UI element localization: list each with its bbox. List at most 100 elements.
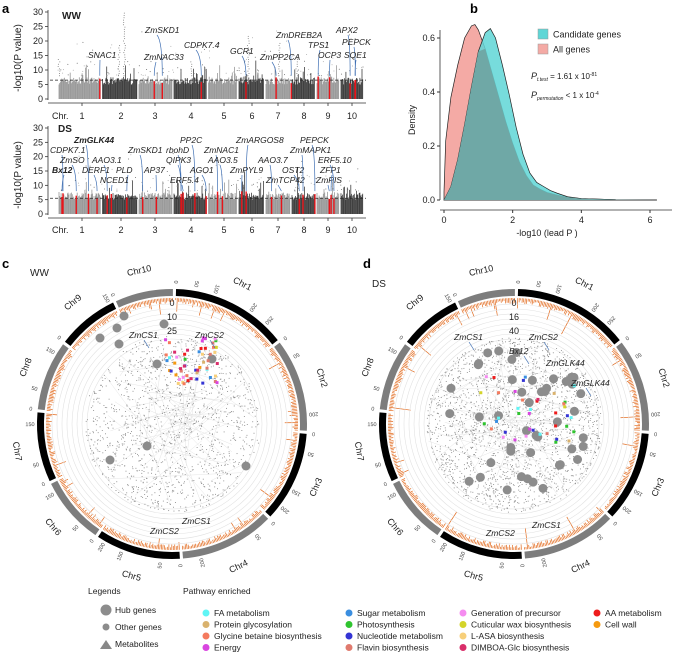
gene-node: [458, 365, 460, 367]
gene-node: [85, 420, 87, 422]
gene-node: [102, 380, 104, 381]
gene-node: [532, 444, 533, 446]
gwas-signal: [393, 386, 399, 389]
gene-node: [235, 461, 236, 463]
pathway-gene-node: [167, 356, 171, 360]
gene-node: [140, 356, 142, 358]
gwas-signal: [442, 320, 446, 325]
gene-node: [497, 499, 499, 501]
gwas-signal: [104, 527, 107, 531]
gene-node: [546, 501, 548, 502]
snp-point: [248, 42, 250, 44]
gwas-signal: [94, 518, 99, 524]
gene-label: Bx12: [52, 165, 73, 175]
gwas-signal: [593, 514, 598, 519]
gwas-signal: [276, 357, 280, 361]
gwas-signal: [566, 534, 569, 538]
gwas-signal: [389, 405, 393, 407]
gwas-signal: [208, 303, 211, 309]
snp-point: [294, 189, 296, 191]
gene-annotation-line: [215, 154, 218, 192]
gene-node: [209, 392, 210, 394]
gene-node: [213, 458, 215, 460]
gene-node: [494, 440, 496, 442]
gwas-signal: [443, 319, 446, 322]
gene-node: [237, 428, 239, 430]
chromosome-label: Chr10: [126, 263, 152, 278]
chromosome-band: [98, 531, 180, 559]
gene-node: [470, 394, 472, 396]
gene-node: [131, 475, 133, 477]
position-tick-label: 200: [541, 557, 549, 567]
gene-node: [208, 488, 210, 490]
gwas-signal: [233, 315, 237, 321]
gene-node: [219, 384, 221, 386]
gwas-signal: [145, 300, 147, 305]
gene-node: [237, 365, 239, 367]
gene-node: [243, 449, 245, 451]
gene-label: CDPK7.1: [50, 145, 86, 155]
gene-node: [93, 421, 95, 422]
gene-node: [506, 441, 508, 443]
gene-node: [220, 496, 222, 497]
gene-node: [545, 369, 547, 371]
gene-node: [193, 392, 194, 394]
hub-gene-node: [207, 354, 217, 364]
snp-point: [191, 63, 193, 65]
gene-node: [191, 469, 193, 471]
pathway-gene-node: [186, 379, 190, 383]
gene-node: [151, 455, 153, 457]
gene-node: [475, 449, 477, 451]
gene-node: [466, 495, 468, 496]
gwas-signal: [86, 331, 90, 336]
gwas-signal: [291, 392, 295, 394]
gene-node: [212, 378, 214, 380]
gene-node: [544, 449, 546, 451]
snp-point: [200, 51, 202, 53]
gene-node: [149, 360, 151, 362]
gene-node: [202, 484, 204, 486]
gene-node: [154, 419, 156, 421]
gene-node: [147, 495, 148, 497]
gene-annotation-line: [93, 174, 98, 192]
snp-point: [137, 72, 139, 74]
gene-label: ZmTCP42: [265, 175, 305, 185]
gene-node: [471, 464, 472, 466]
gene-node: [230, 411, 232, 413]
position-tick-label: 50: [414, 524, 423, 533]
gene-node: [115, 452, 117, 454]
gene-node: [223, 411, 225, 413]
snp-point: [118, 75, 120, 77]
gene-node: [233, 422, 235, 424]
gene-node: [205, 416, 206, 418]
gene-node: [157, 500, 159, 502]
gwas-signal: [469, 539, 471, 542]
network-edge: [172, 412, 201, 418]
gene-node: [207, 494, 209, 496]
gene-node: [131, 415, 133, 417]
gene-node: [130, 433, 131, 434]
gene-node: [509, 477, 511, 479]
snp-point: [62, 69, 64, 71]
snp-point: [122, 24, 124, 26]
gene-node: [432, 394, 433, 396]
gene-node: [143, 351, 145, 353]
gene-node: [513, 455, 515, 457]
gene-node: [167, 387, 169, 389]
gwas-signal: [574, 315, 579, 321]
gene-node: [457, 466, 459, 468]
gene-node: [524, 465, 526, 467]
gene-node: [565, 494, 567, 496]
gwas-signal: [623, 472, 630, 476]
gene-node: [139, 342, 141, 344]
gene-node: [458, 435, 460, 437]
gwas-signal: [422, 336, 426, 340]
gwas-signal: [393, 458, 399, 461]
gene-node: [206, 499, 208, 500]
gwas-signal: [131, 304, 135, 309]
gene-node: [552, 431, 554, 433]
stat-label: P: [531, 90, 537, 100]
gwas-signal: [465, 307, 468, 312]
gene-node: [222, 419, 224, 421]
gene-node: [133, 490, 134, 492]
